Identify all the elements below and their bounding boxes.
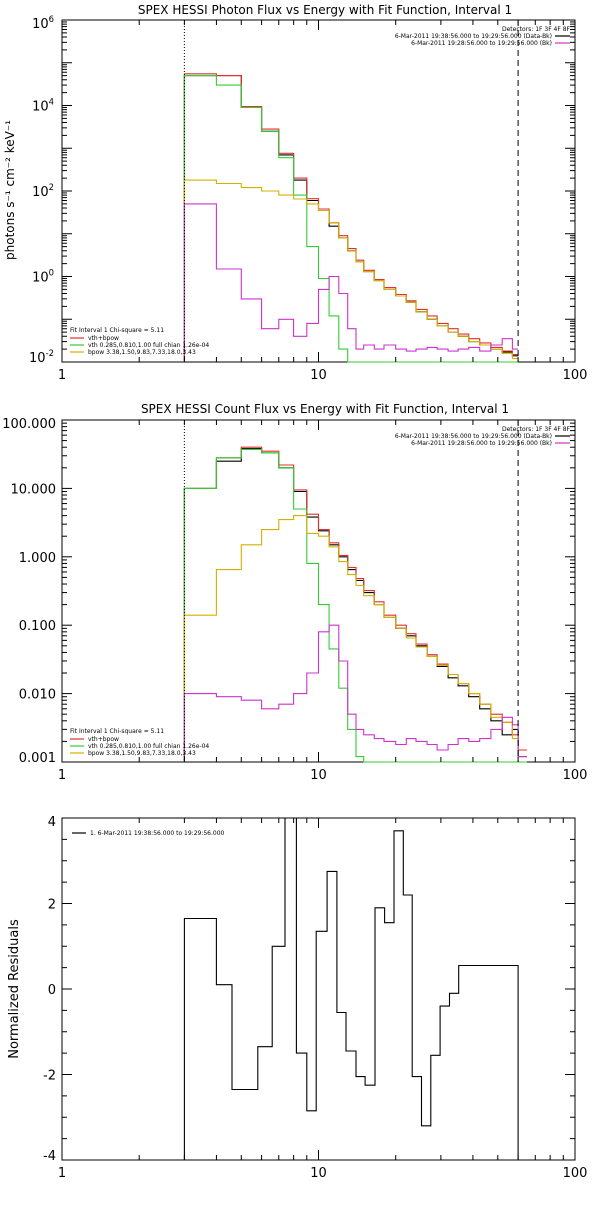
x-tick-label: 100 (563, 1166, 588, 1181)
legend-entry: bpow 3.38,1.50,9.83,7.33,18.0,3.43 (88, 750, 196, 757)
series-line (183, 73, 519, 362)
tick-group (61, 420, 575, 763)
legend-entry: bpow 3.38,1.50,9.83,7.33,18.0,3.43 (88, 349, 196, 356)
y-tick-labels: -4 -2 0 2 4 (43, 815, 56, 1164)
series-line (183, 179, 519, 362)
legend-title: Fit Interval 1 Chi-square = 5.11 (70, 327, 164, 334)
series-line (183, 624, 527, 762)
y-axis-label: Normalized Residuals (7, 919, 22, 1059)
marker-group (183, 420, 519, 762)
x-tick-label: 100 (563, 368, 588, 383)
y-tick-label: 0.100 (19, 619, 56, 634)
y-tick-label: 0.010 (19, 688, 56, 703)
series-line (183, 75, 519, 363)
legend-entry: vth+bpow (88, 736, 119, 743)
y-tick-label: 100 (32, 268, 54, 286)
y-tick-label: 0 (48, 983, 56, 998)
x-tick-labels: 1 10 100 (58, 768, 588, 783)
legend-title: Fit Interval 1 Chi-square = 5.11 (70, 728, 164, 735)
y-tick-label: 2 (48, 898, 56, 913)
legend-title: Detectors: 1F 3F 4F 8F (502, 26, 571, 33)
x-tick-label: 10 (310, 768, 327, 783)
tick-group (61, 817, 575, 1161)
plot-frame (61, 817, 576, 1161)
x-tick-label: 10 (310, 368, 327, 383)
y-tick-label: 4 (48, 815, 56, 830)
legend-entry: vth 0.285,0.810,1.00 full chian 1.26e-04 (88, 342, 209, 349)
series-group (183, 817, 519, 1160)
x-tick-label: 1 (58, 1166, 66, 1181)
x-tick-labels: 1 10 100 (58, 1166, 588, 1181)
legend-entry: 6-Mar-2011 19:38:56.000 to 19:29:56.000 … (395, 33, 552, 40)
legend-entry: vth 0.285,0.810,1.00 full chian 1.26e-04 (88, 743, 209, 750)
legend-title: Detectors: 1F 3F 4F 8F (502, 426, 571, 433)
legend-entry: vth+bpow (88, 335, 119, 342)
count-flux-panel: SPEX HESSI Count Flux vs Energy with Fit… (2, 402, 587, 783)
legend-top-right: Detectors: 1F 3F 4F 8F 6-Mar-2011 19:38:… (395, 426, 571, 447)
y-axis-label: photons s⁻¹ cm⁻² keV⁻¹ (3, 120, 17, 260)
x-tick-label: 1 (58, 768, 66, 783)
series-line (183, 817, 519, 1160)
y-tick-label: 102 (32, 182, 54, 200)
x-tick-labels: 1 10 100 (58, 368, 588, 383)
tick-group (61, 20, 575, 363)
y-tick-label: 106 (32, 14, 54, 32)
y-tick-label: 104 (32, 97, 54, 115)
chart-title: SPEX HESSI Photon Flux vs Energy with Fi… (138, 3, 512, 17)
series-line (183, 203, 519, 362)
legend-top-left: 1. 6-Mar-2011 19:38:56.000 to 19:29:56.0… (72, 830, 225, 837)
legend-bottom-left: Fit Interval 1 Chi-square = 5.11 vth+bpo… (70, 327, 209, 356)
series-line (183, 515, 527, 762)
legend-entry: 6-Mar-2011 19:28:56.000 to 19:29:56.000 … (411, 40, 552, 47)
chart-title: SPEX HESSI Count Flux vs Energy with Fit… (141, 402, 509, 416)
legend-top-right: Detectors: 1F 3F 4F 8F 6-Mar-2011 19:38:… (395, 26, 571, 47)
y-tick-label: 10-2 (29, 348, 54, 366)
legend-entry: 1. 6-Mar-2011 19:38:56.000 to 19:29:56.0… (90, 830, 225, 837)
legend-entry: 6-Mar-2011 19:38:56.000 to 19:29:56.000 … (395, 433, 552, 440)
y-tick-label: 1.000 (19, 551, 56, 566)
x-tick-label: 100 (563, 768, 588, 783)
y-tick-label: -2 (43, 1069, 56, 1084)
series-group (183, 446, 527, 763)
y-tick-label: -4 (43, 1149, 56, 1164)
x-tick-label: 1 (58, 368, 66, 383)
y-tick-labels: 10-2 100 102 104 106 (29, 14, 54, 366)
y-tick-label: 10.000 (11, 482, 57, 497)
series-line (183, 75, 519, 362)
residuals-panel: Normalized Residuals -4 -2 0 2 4 1 10 100 1. 6… (7, 815, 587, 1181)
series-group (183, 73, 519, 363)
y-tick-label: 100.000 (2, 417, 56, 432)
y-tick-label: 0.001 (19, 751, 56, 766)
marker-group (183, 20, 519, 362)
x-tick-label: 10 (310, 1166, 327, 1181)
y-tick-labels: 0.001 0.010 0.100 1.000 10.000 100.000 (2, 417, 56, 766)
legend-entry: 6-Mar-2011 19:28:56.000 to 19:29:56.000 … (411, 440, 552, 447)
legend-bottom-left: Fit Interval 1 Chi-square = 5.11 vth+bpo… (70, 728, 209, 757)
photon-flux-panel: SPEX HESSI Photon Flux vs Energy with Fi… (3, 3, 587, 383)
